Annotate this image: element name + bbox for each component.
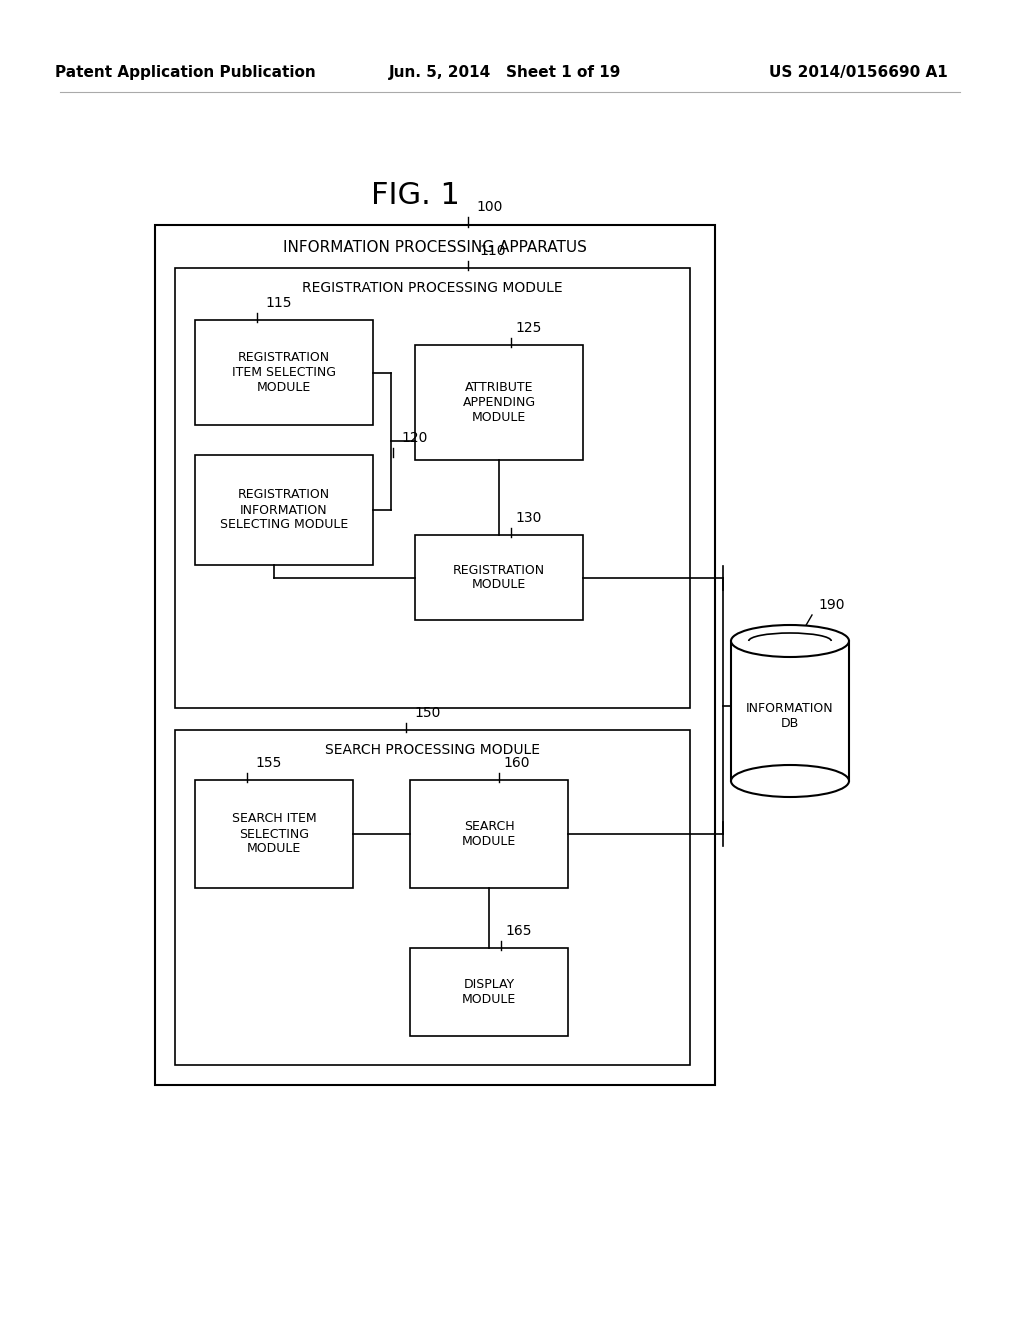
- Text: INFORMATION PROCESSING APPARATUS: INFORMATION PROCESSING APPARATUS: [283, 239, 587, 255]
- Bar: [410, 948, 568, 1036]
- Text: FIG. 1: FIG. 1: [371, 181, 460, 210]
- Text: REGISTRATION
ITEM SELECTING
MODULE: REGISTRATION ITEM SELECTING MODULE: [232, 351, 336, 393]
- Bar: [731, 642, 849, 781]
- Bar: [155, 224, 715, 1085]
- Text: SEARCH PROCESSING MODULE: SEARCH PROCESSING MODULE: [325, 743, 540, 756]
- Bar: [175, 730, 690, 1065]
- Text: Jun. 5, 2014   Sheet 1 of 19: Jun. 5, 2014 Sheet 1 of 19: [389, 66, 622, 81]
- Bar: [195, 455, 373, 565]
- Text: 150: 150: [415, 706, 440, 719]
- Bar: [410, 780, 568, 888]
- Text: 115: 115: [266, 296, 292, 310]
- Bar: [415, 345, 583, 459]
- Ellipse shape: [731, 624, 849, 657]
- Text: 190: 190: [819, 598, 845, 612]
- Text: SEARCH
MODULE: SEARCH MODULE: [462, 820, 516, 847]
- Ellipse shape: [731, 766, 849, 797]
- Text: US 2014/0156690 A1: US 2014/0156690 A1: [769, 66, 947, 81]
- Bar: [195, 780, 353, 888]
- Text: 160: 160: [504, 756, 530, 770]
- Text: Patent Application Publication: Patent Application Publication: [54, 66, 315, 81]
- Text: 165: 165: [506, 924, 532, 939]
- Text: REGISTRATION
MODULE: REGISTRATION MODULE: [453, 564, 545, 591]
- Text: REGISTRATION
INFORMATION
SELECTING MODULE: REGISTRATION INFORMATION SELECTING MODUL…: [220, 488, 348, 532]
- Text: DISPLAY
MODULE: DISPLAY MODULE: [462, 978, 516, 1006]
- Text: ATTRIBUTE
APPENDING
MODULE: ATTRIBUTE APPENDING MODULE: [463, 381, 536, 424]
- Text: 125: 125: [516, 321, 542, 335]
- Text: SEARCH ITEM
SELECTING
MODULE: SEARCH ITEM SELECTING MODULE: [231, 813, 316, 855]
- Bar: [195, 319, 373, 425]
- Text: 155: 155: [256, 756, 283, 770]
- Text: 110: 110: [479, 244, 506, 257]
- Text: 120: 120: [401, 432, 428, 445]
- Bar: [415, 535, 583, 620]
- Text: INFORMATION
DB: INFORMATION DB: [746, 702, 834, 730]
- Text: REGISTRATION PROCESSING MODULE: REGISTRATION PROCESSING MODULE: [302, 281, 563, 294]
- Text: 100: 100: [477, 201, 503, 214]
- Bar: [175, 268, 690, 708]
- Text: 130: 130: [516, 511, 542, 525]
